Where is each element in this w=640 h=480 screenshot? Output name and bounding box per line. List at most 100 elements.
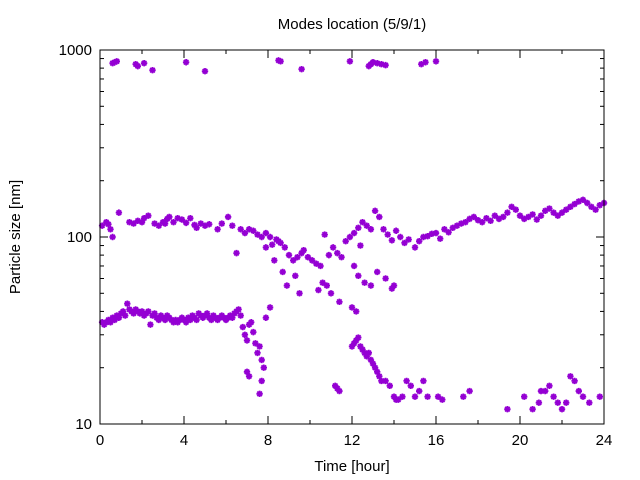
data-point	[529, 405, 536, 413]
data-point	[359, 346, 366, 353]
data-point	[214, 226, 221, 233]
data-point	[449, 224, 456, 231]
data-point	[445, 229, 452, 236]
data-point	[376, 373, 383, 380]
data-point	[571, 200, 578, 208]
data-point	[388, 237, 396, 244]
data-point	[361, 349, 368, 357]
data-point	[596, 393, 603, 400]
data-point	[256, 390, 263, 398]
data-point	[285, 251, 293, 259]
data-point	[537, 212, 545, 219]
data-point	[504, 405, 511, 413]
y-tick-label: 10	[75, 416, 92, 433]
data-point	[334, 249, 341, 257]
data-point	[554, 399, 561, 406]
data-point	[241, 331, 249, 338]
data-point	[258, 233, 265, 241]
data-point	[161, 220, 169, 227]
data-point	[245, 226, 253, 233]
data-point	[392, 227, 400, 234]
data-point	[474, 216, 482, 224]
data-point	[269, 241, 276, 248]
data-point	[428, 230, 435, 238]
data-point	[367, 356, 375, 364]
data-point	[107, 226, 114, 233]
data-point	[235, 306, 242, 313]
data-point	[138, 308, 146, 315]
data-point	[279, 268, 286, 276]
data-point	[197, 220, 204, 227]
data-point	[407, 382, 414, 390]
data-point	[134, 217, 141, 225]
data-point	[256, 343, 263, 350]
data-point	[382, 275, 389, 282]
data-point	[300, 246, 307, 254]
data-point	[500, 213, 507, 221]
data-point	[155, 222, 162, 229]
data-point	[462, 218, 469, 226]
data-point	[350, 262, 358, 270]
data-point	[237, 226, 244, 233]
data-point	[258, 377, 265, 385]
data-point	[546, 205, 553, 212]
data-point	[119, 308, 127, 315]
data-point	[262, 314, 270, 321]
data-point	[187, 215, 194, 222]
data-point	[281, 244, 288, 251]
data-point	[411, 244, 419, 251]
data-point	[558, 405, 566, 413]
data-point	[124, 300, 131, 307]
data-point	[529, 211, 536, 218]
data-point	[575, 198, 582, 205]
data-point	[292, 272, 299, 280]
data-point	[586, 399, 593, 406]
data-point	[229, 222, 236, 229]
data-point	[348, 343, 356, 350]
data-point	[206, 221, 213, 228]
data-point	[147, 321, 154, 328]
data-point	[395, 396, 402, 403]
data-point	[283, 282, 291, 289]
data-point	[191, 221, 198, 229]
data-point	[298, 249, 305, 257]
data-point	[233, 249, 240, 257]
data-point	[584, 199, 591, 207]
data-point	[126, 218, 133, 226]
data-point	[466, 387, 473, 395]
data-point	[321, 231, 328, 238]
data-point	[178, 216, 186, 223]
data-point	[313, 260, 320, 267]
data-point	[422, 59, 429, 66]
data-point	[277, 58, 284, 65]
data-point	[145, 212, 152, 219]
data-point	[384, 231, 391, 238]
data-point	[563, 399, 570, 406]
data-point	[365, 349, 372, 357]
data-point	[588, 203, 595, 211]
data-point	[491, 212, 498, 219]
data-point	[201, 222, 209, 229]
data-points	[98, 57, 608, 413]
data-point	[558, 209, 566, 216]
data-point	[245, 373, 253, 380]
data-point	[304, 253, 312, 261]
data-point	[378, 377, 385, 385]
data-point	[367, 282, 375, 289]
x-tick-label: 12	[344, 432, 361, 449]
data-point	[122, 312, 129, 319]
data-point	[336, 387, 343, 395]
data-point	[161, 316, 169, 324]
data-point	[151, 310, 158, 317]
data-point	[329, 244, 337, 251]
data-point	[592, 206, 599, 213]
x-tick-label: 0	[96, 432, 104, 449]
data-point	[266, 304, 274, 311]
data-point	[294, 253, 301, 261]
x-axis-label: Time [hour]	[314, 458, 389, 475]
data-point	[348, 304, 356, 311]
data-point	[260, 364, 267, 371]
data-point	[359, 218, 366, 226]
data-point	[416, 237, 423, 245]
data-point	[355, 224, 362, 231]
